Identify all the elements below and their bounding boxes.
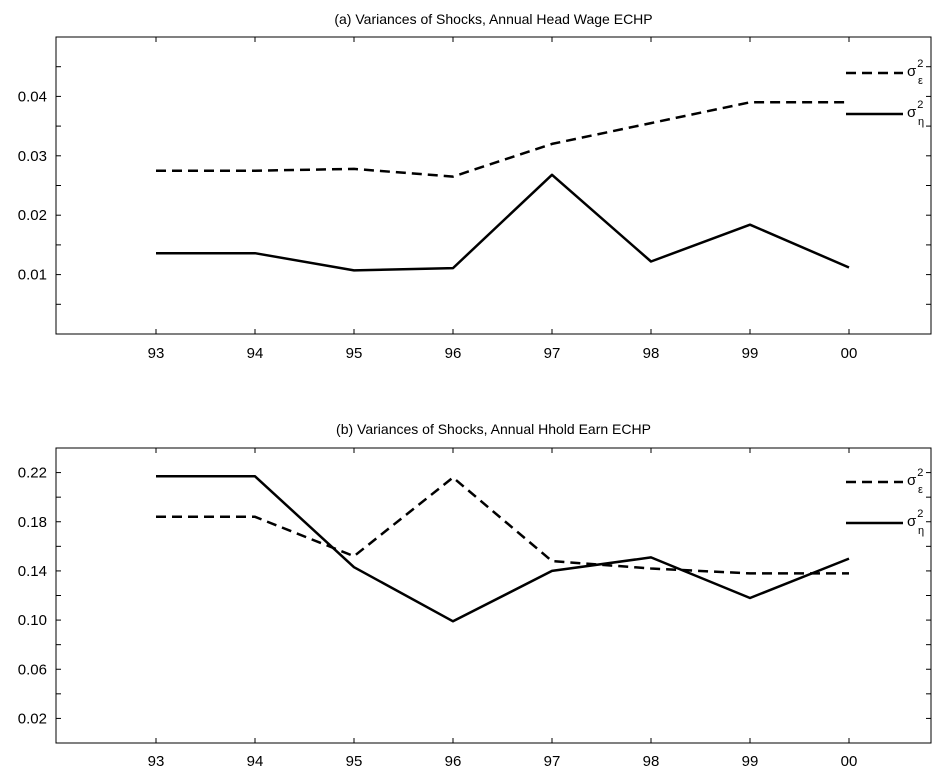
y-tick-label: 0.22 [18,465,47,482]
y-tick-label: 0.02 [18,207,47,224]
legend-label: σ2 ε [907,58,923,87]
series-line-sigma-epsilon [156,101,849,178]
series-line-sigma-eta [156,173,850,272]
chart-title: (a) Variances of Shocks, Annual Head Wag… [334,11,652,27]
x-tick-label: 99 [742,753,759,770]
y-tick-label: 0.01 [18,267,47,284]
x-tick-label: 93 [148,345,165,362]
x-tick-label: 95 [346,345,363,362]
x-tick-label: 96 [445,345,462,362]
y-tick-label: 0.02 [18,710,47,727]
x-tick-label: 98 [643,345,660,362]
y-tick-label: 0.18 [18,514,47,531]
x-tick-label: 00 [841,753,858,770]
x-tick-label: 00 [841,345,858,362]
y-tick-label: 0.04 [18,88,47,105]
x-tick-label: 93 [148,753,165,770]
legend-label: σ2 ε [907,467,923,496]
x-tick-label: 99 [742,345,759,362]
plot-frame [55,447,932,744]
x-tick-label: 94 [247,345,264,362]
series-line-sigma-epsilon [156,476,849,575]
legend-label: σ2 η [907,99,924,128]
y-tick-label: 0.03 [18,148,47,165]
x-tick-label: 97 [544,753,561,770]
x-tick-label: 95 [346,753,363,770]
y-tick-label: 0.14 [18,563,47,580]
x-tick-label: 94 [247,753,264,770]
plot-frame [55,36,932,335]
y-tick-label: 0.06 [18,661,47,678]
chart-title: (b) Variances of Shocks, Annual Hhold Ea… [336,421,651,437]
chart-panel-a: (a) Variances of Shocks, Annual Head Wag… [18,11,932,362]
y-tick-label: 0.10 [18,612,47,629]
series-line-sigma-eta [156,475,850,623]
x-tick-label: 98 [643,753,660,770]
legend-label: σ2 η [907,508,924,537]
x-tick-label: 97 [544,345,561,362]
chart-panel-b: (b) Variances of Shocks, Annual Hhold Ea… [18,421,932,770]
x-tick-label: 96 [445,753,462,770]
